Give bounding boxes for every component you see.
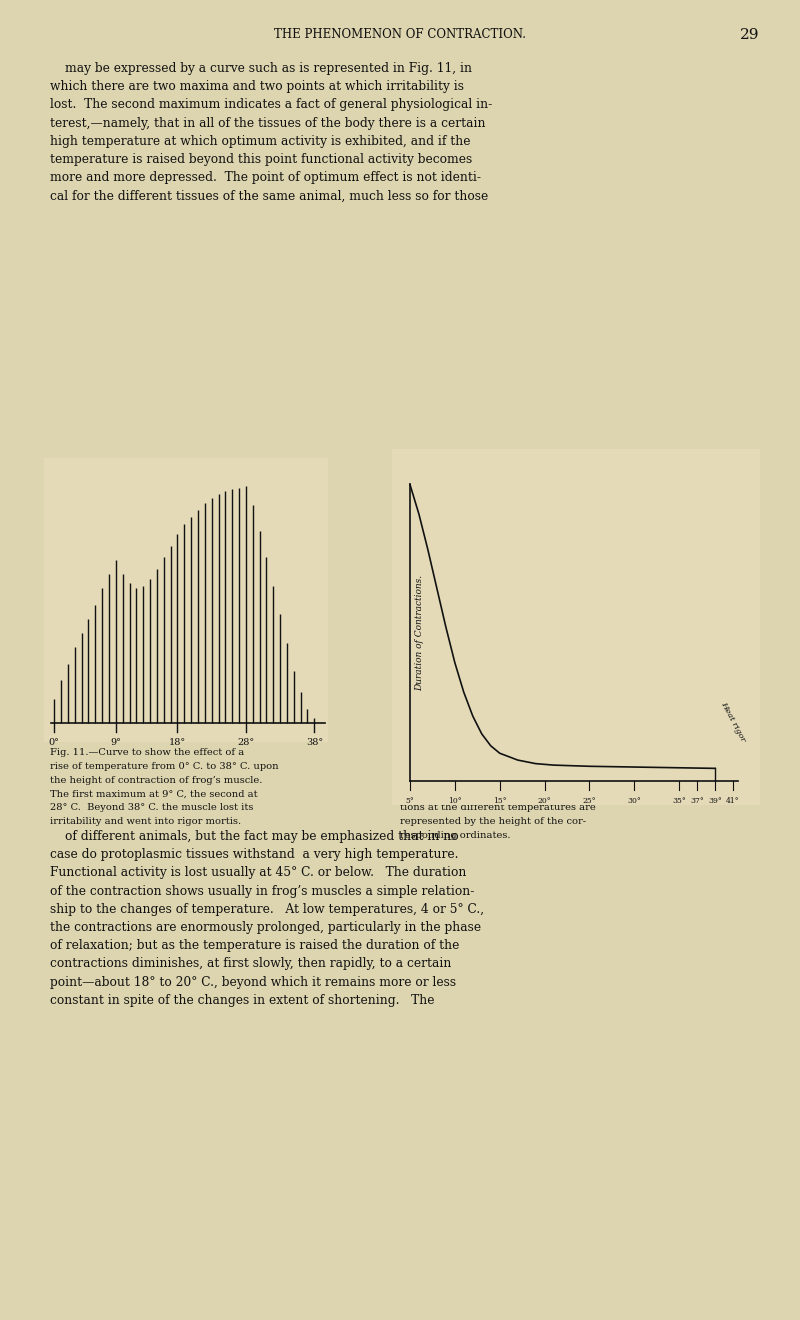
Text: terest,—namely, that in all of the tissues of the body there is a certain: terest,—namely, that in all of the tissu… <box>50 116 486 129</box>
Text: of a rise of temperature from 5° C. to: of a rise of temperature from 5° C. to <box>400 762 588 771</box>
Text: 38°: 38° <box>306 738 323 747</box>
Text: point—about 18° to 20° C., beyond which it remains more or less: point—about 18° to 20° C., beyond which … <box>50 975 456 989</box>
Text: represented by the height of the cor-: represented by the height of the cor- <box>400 817 586 826</box>
Text: case do protoplasmic tissues withstand  a very high temperature.: case do protoplasmic tissues withstand a… <box>50 849 458 861</box>
Text: the height of contraction of frog’s muscle.: the height of contraction of frog’s musc… <box>50 776 262 784</box>
Text: 5°: 5° <box>406 797 414 805</box>
Text: 39°: 39° <box>708 797 722 805</box>
Text: 30°: 30° <box>627 797 642 805</box>
Text: tions at the different temperatures are: tions at the different temperatures are <box>400 803 596 812</box>
Text: responding ordinates.: responding ordinates. <box>400 830 510 840</box>
Text: irritability and went into rigor mortis.: irritability and went into rigor mortis. <box>50 817 241 826</box>
Text: contractions diminishes, at first slowly, then rapidly, to a certain: contractions diminishes, at first slowly… <box>50 957 451 970</box>
Text: of different animals, but the fact may be emphasized that in no: of different animals, but the fact may b… <box>65 830 458 843</box>
Text: constant in spite of the changes in extent of shortening.   The: constant in spite of the changes in exte… <box>50 994 434 1007</box>
Text: 15°: 15° <box>493 797 506 805</box>
Text: high temperature at which optimum activity is exhibited, and if the: high temperature at which optimum activi… <box>50 135 470 148</box>
Text: The first maximum at 9° C, the second at: The first maximum at 9° C, the second at <box>50 789 258 799</box>
Text: Fig. 11.—Curve to show the effect of a: Fig. 11.—Curve to show the effect of a <box>50 748 244 756</box>
Text: 37°: 37° <box>690 797 704 805</box>
Text: Fig. 12.—Curve to show the effect: Fig. 12.—Curve to show the effect <box>400 748 572 756</box>
Text: of relaxation; but as the temperature is raised the duration of the: of relaxation; but as the temperature is… <box>50 940 459 952</box>
Text: 9°: 9° <box>110 738 122 747</box>
Text: 28°: 28° <box>238 738 254 747</box>
Text: THE PHENOMENON OF CONTRACTION.: THE PHENOMENON OF CONTRACTION. <box>274 28 526 41</box>
Text: cal for the different tissues of the same animal, much less so for those: cal for the different tissues of the sam… <box>50 189 488 202</box>
Text: 18°: 18° <box>169 738 186 747</box>
Text: more and more depressed.  The point of optimum effect is not identi-: more and more depressed. The point of op… <box>50 172 481 185</box>
Text: ship to the changes of temperature.   At low temperatures, 4 or 5° C.,: ship to the changes of temperature. At l… <box>50 903 484 916</box>
Text: of frog’s muscle.  The relative dura-: of frog’s muscle. The relative dura- <box>400 789 580 799</box>
Text: 41°: 41° <box>726 797 740 805</box>
Text: 28° C.  Beyond 38° C. the muscle lost its: 28° C. Beyond 38° C. the muscle lost its <box>50 803 254 812</box>
Text: temperature is raised beyond this point functional activity becomes: temperature is raised beyond this point … <box>50 153 472 166</box>
Text: rise of temperature from 0° C. to 38° C. upon: rise of temperature from 0° C. to 38° C.… <box>50 762 278 771</box>
Text: 0°: 0° <box>49 738 60 747</box>
Text: may be expressed by a curve such as is represented in Fig. 11, in: may be expressed by a curve such as is r… <box>65 62 472 75</box>
Text: 39° C. upon the duration of contraction: 39° C. upon the duration of contraction <box>400 776 599 784</box>
Text: 20°: 20° <box>538 797 551 805</box>
Text: 10°: 10° <box>448 797 462 805</box>
Text: 29: 29 <box>740 28 760 42</box>
Text: of the contraction shows usually in frog’s muscles a simple relation-: of the contraction shows usually in frog… <box>50 884 474 898</box>
Text: Functional activity is lost usually at 45° C. or below.   The duration: Functional activity is lost usually at 4… <box>50 866 466 879</box>
Text: lost.  The second maximum indicates a fact of general physiological in-: lost. The second maximum indicates a fac… <box>50 99 492 111</box>
Text: Heat rigor: Heat rigor <box>720 700 747 743</box>
Text: the contractions are enormously prolonged, particularly in the phase: the contractions are enormously prolonge… <box>50 921 481 935</box>
Text: 35°: 35° <box>672 797 686 805</box>
Text: 25°: 25° <box>582 797 596 805</box>
Text: which there are two maxima and two points at which irritability is: which there are two maxima and two point… <box>50 81 464 94</box>
Text: Duration of Contractions.: Duration of Contractions. <box>415 576 424 690</box>
